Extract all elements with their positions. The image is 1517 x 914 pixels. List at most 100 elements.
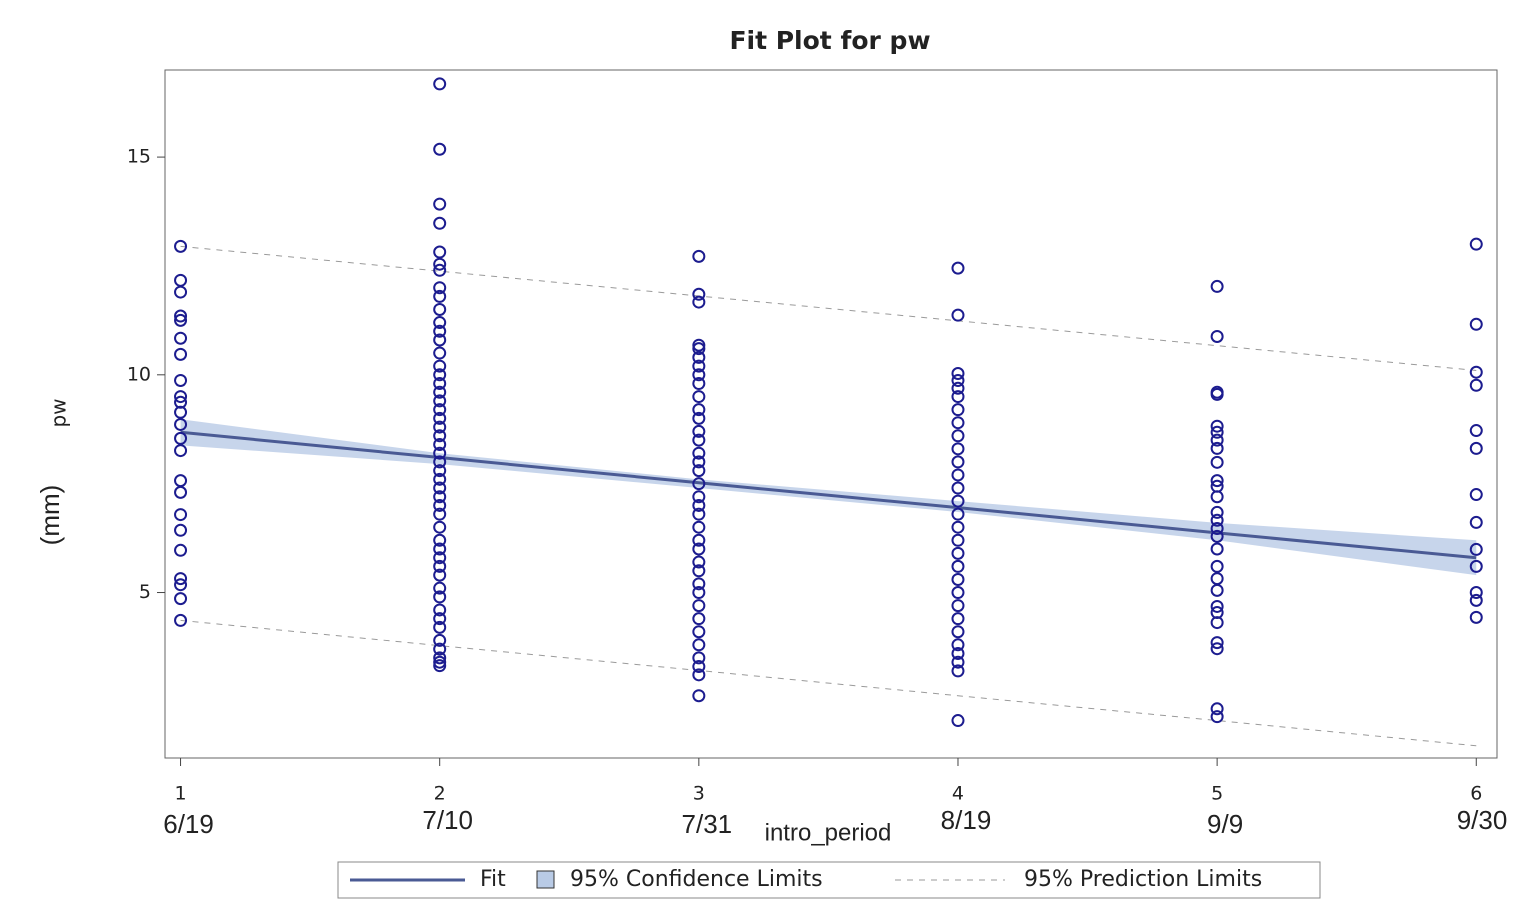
data-point xyxy=(174,309,188,323)
data-point xyxy=(433,197,447,211)
data-point xyxy=(1469,542,1483,556)
data-point xyxy=(433,429,447,443)
data-point xyxy=(433,216,447,230)
data-point xyxy=(433,455,447,469)
data-point xyxy=(951,546,965,560)
data-point xyxy=(433,642,447,656)
x-tick-label: 1 xyxy=(175,783,187,805)
data-point xyxy=(174,578,188,592)
data-point xyxy=(174,239,188,253)
data-point xyxy=(1210,559,1224,573)
data-point xyxy=(433,446,447,460)
data-point xyxy=(951,416,965,430)
data-point xyxy=(1210,542,1224,556)
data-point xyxy=(692,342,706,356)
data-point xyxy=(1210,490,1224,504)
data-point xyxy=(951,468,965,482)
data-point xyxy=(692,542,706,556)
y-tick-label: 15 xyxy=(127,146,151,168)
data-point xyxy=(433,520,447,534)
data-point xyxy=(174,373,188,387)
data-point xyxy=(174,417,188,431)
legend-confidence-swatch xyxy=(536,870,555,889)
data-point xyxy=(433,359,447,373)
data-point xyxy=(433,507,447,521)
data-point xyxy=(692,455,706,469)
data-point xyxy=(951,572,965,586)
data-point xyxy=(951,390,965,404)
x-tick-label: 2 xyxy=(434,783,446,805)
x-tick-label: 6 xyxy=(1470,783,1482,805)
data-point xyxy=(692,464,706,478)
data-point xyxy=(951,638,965,652)
data-point xyxy=(433,411,447,425)
data-point xyxy=(433,633,447,647)
data-point xyxy=(433,590,447,604)
data-point xyxy=(174,485,188,499)
data-point xyxy=(951,481,965,495)
y-unit-label: (mm) xyxy=(35,485,65,546)
data-point xyxy=(433,620,447,634)
data-point xyxy=(692,564,706,578)
y-tick-label: 10 xyxy=(127,363,151,385)
data-point xyxy=(692,660,706,674)
data-point xyxy=(692,424,706,438)
data-point xyxy=(433,498,447,512)
data-point xyxy=(692,533,706,547)
data-point xyxy=(951,646,965,660)
data-point xyxy=(174,543,188,557)
data-point xyxy=(174,613,188,627)
data-point xyxy=(692,689,706,703)
data-point xyxy=(433,263,447,277)
data-point xyxy=(692,390,706,404)
data-point xyxy=(951,612,965,626)
x-date-label: 7/31 xyxy=(682,809,733,839)
data-point xyxy=(174,285,188,299)
data-point xyxy=(433,142,447,156)
data-point xyxy=(692,295,706,309)
data-point xyxy=(1210,529,1224,543)
data-point xyxy=(1210,433,1224,447)
legend-confidence: 95% Confidence Limits xyxy=(570,867,823,892)
data-point xyxy=(951,367,965,381)
data-point xyxy=(692,403,706,417)
data-point xyxy=(1210,455,1224,469)
data-point xyxy=(951,494,965,508)
data-point xyxy=(174,572,188,586)
data-point xyxy=(692,498,706,512)
data-point xyxy=(1210,513,1224,527)
data-point xyxy=(433,542,447,556)
data-point xyxy=(174,313,188,327)
data-point xyxy=(1469,378,1483,392)
data-point xyxy=(433,77,447,91)
x-tick-label: 3 xyxy=(693,783,705,805)
data-point xyxy=(433,245,447,259)
data-point xyxy=(951,429,965,443)
data-point xyxy=(433,385,447,399)
x-date-label: 9/9 xyxy=(1207,809,1243,839)
data-point xyxy=(1469,610,1483,624)
data-point xyxy=(692,668,706,682)
data-point xyxy=(433,651,447,665)
data-point xyxy=(692,577,706,591)
data-point xyxy=(1210,636,1224,650)
data-point xyxy=(1210,642,1224,656)
data-point xyxy=(1469,593,1483,607)
data-point xyxy=(433,302,447,316)
data-point xyxy=(951,533,965,547)
data-point xyxy=(951,586,965,600)
prediction-lower xyxy=(180,619,1477,747)
data-point xyxy=(1469,424,1483,438)
x-tick-label: 4 xyxy=(952,783,964,805)
data-point xyxy=(1469,586,1483,600)
data-point xyxy=(433,257,447,271)
data-point xyxy=(951,455,965,469)
data-point xyxy=(1210,329,1224,343)
x-date-label: 7/10 xyxy=(422,805,473,835)
data-point xyxy=(433,559,447,573)
data-point xyxy=(433,394,447,408)
data-point xyxy=(692,586,706,600)
data-point xyxy=(174,444,188,458)
